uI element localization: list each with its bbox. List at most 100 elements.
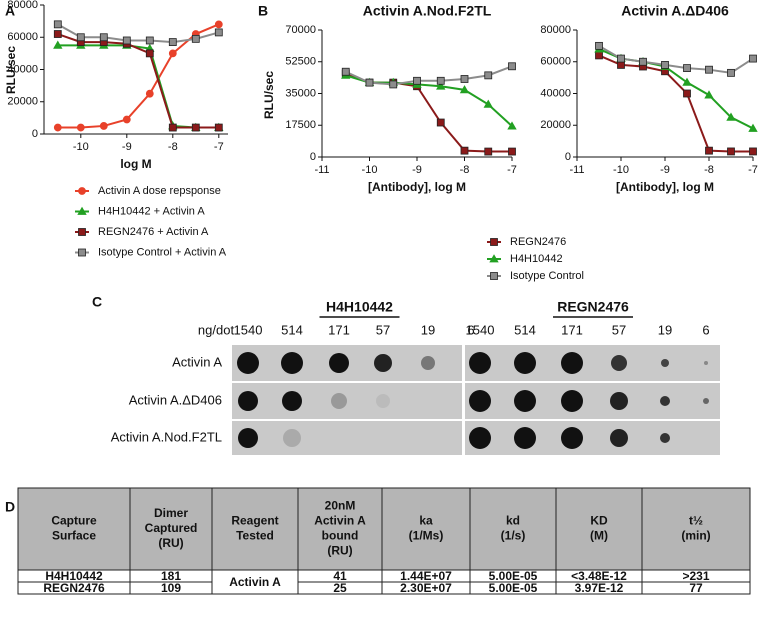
y-tick-label: 80000 — [7, 0, 38, 11]
legend-label: Isotype Control + Activin A — [98, 246, 227, 258]
table-cell: <3.48E-12 — [571, 569, 627, 583]
blot-dot — [421, 356, 435, 370]
y-tick-label: 20000 — [540, 119, 571, 131]
blot-strip — [465, 383, 720, 419]
data-point — [749, 147, 757, 156]
data-point — [122, 36, 131, 45]
y-tick-label: 80000 — [540, 24, 571, 36]
blot-dot — [329, 353, 349, 373]
data-point — [726, 112, 736, 121]
data-point — [748, 123, 758, 132]
data-point — [436, 76, 445, 85]
data-point — [436, 81, 446, 90]
data-point — [168, 123, 177, 132]
blot-amount: 6 — [467, 322, 474, 337]
blot-dot — [237, 352, 259, 374]
x-tick-label: -10 — [73, 141, 89, 153]
blot-dot — [238, 428, 258, 448]
table-header-bg — [17, 487, 751, 571]
y-tick-label: 0 — [32, 128, 38, 140]
table-header-cell: Activin A — [314, 514, 366, 528]
data-point — [191, 123, 200, 132]
data-point — [168, 38, 177, 46]
data-point — [436, 118, 445, 127]
blot-dot — [331, 393, 347, 409]
table-cell: 41 — [333, 569, 347, 583]
data-point — [661, 61, 669, 69]
table-header-cell: KD — [590, 514, 608, 528]
y-tick-label: 0 — [310, 151, 316, 163]
legend-marker — [78, 228, 86, 236]
blot-dot — [561, 390, 583, 412]
y-tick-label: 60000 — [7, 31, 38, 43]
blot-dot — [561, 352, 583, 374]
data-point — [483, 99, 493, 108]
data-point — [727, 147, 735, 156]
table-cell: REGN2476 — [43, 581, 105, 595]
blot-amount: 57 — [376, 322, 390, 337]
blot-dot — [561, 427, 583, 449]
blot-strip — [232, 421, 462, 455]
data-point — [214, 123, 223, 132]
y-axis-label: RLU/sec — [262, 71, 276, 119]
y-tick-label: 40000 — [7, 63, 38, 75]
table-header-cell: kd — [506, 514, 520, 528]
chart-title: Activin A.ΔD406 — [621, 3, 729, 19]
y-tick-label: 40000 — [540, 87, 571, 99]
legend-marker — [489, 254, 499, 263]
x-tick-label: -10 — [362, 164, 378, 176]
legend-marker — [78, 248, 86, 257]
table-header-cell: t½ — [689, 514, 703, 528]
table-header-cell: Tested — [236, 529, 274, 543]
table-header-cell: bound — [322, 529, 359, 543]
y-tick-label: 60000 — [540, 56, 571, 68]
data-point — [682, 77, 692, 86]
data-point — [214, 20, 223, 29]
blot-dot — [661, 359, 669, 367]
data-point — [595, 41, 603, 50]
blot-amount: 19 — [421, 322, 435, 337]
table-cell: 25 — [333, 581, 347, 595]
data-point — [341, 67, 350, 76]
data-point — [99, 33, 108, 42]
data-point — [76, 33, 85, 42]
legend-label: H4H10442 + Activin A — [98, 205, 205, 217]
y-tick-label: 35000 — [285, 87, 316, 99]
blot-amount: 1540 — [466, 322, 495, 337]
blot-unit-label: ng/dot — [198, 322, 235, 337]
blot-strip — [465, 345, 720, 381]
legend-label: REGN2476 — [510, 236, 566, 248]
blot-amount: 514 — [281, 322, 303, 337]
series-line — [57, 44, 219, 129]
data-point — [53, 30, 62, 38]
legend-label: REGN2476 + Activin A — [98, 226, 209, 238]
blot-dot — [514, 390, 536, 412]
blot-dot — [281, 352, 303, 374]
blot-dot — [660, 396, 670, 406]
panel-label: C — [92, 294, 102, 310]
panel-label: D — [5, 499, 15, 515]
legend-marker — [490, 272, 498, 280]
legend-label: Activin A dose repsponse — [98, 185, 221, 197]
blot-dot — [469, 390, 491, 412]
data-point — [145, 36, 154, 45]
table-header-cell: 20nM — [325, 499, 356, 513]
data-point — [99, 122, 108, 130]
legend-marker — [490, 238, 498, 246]
table-cell: 77 — [689, 581, 703, 595]
x-tick-label: -7 — [748, 164, 758, 176]
legend-marker — [77, 206, 87, 215]
x-tick-label: -7 — [214, 141, 224, 153]
x-tick-label: -11 — [314, 164, 329, 176]
data-point — [639, 57, 647, 66]
table-header-cell: (M) — [590, 529, 608, 543]
blot-dot — [282, 391, 302, 411]
blot-row-label: Activin A.Nod.F2TL — [111, 429, 222, 444]
data-point — [413, 76, 421, 85]
table-cell: 2.30E+07 — [400, 581, 452, 595]
blot-group-header: H4H10442 — [326, 299, 393, 315]
data-point — [704, 90, 714, 99]
data-point — [617, 54, 625, 63]
data-point — [749, 54, 757, 63]
table-cell: >231 — [682, 569, 709, 583]
